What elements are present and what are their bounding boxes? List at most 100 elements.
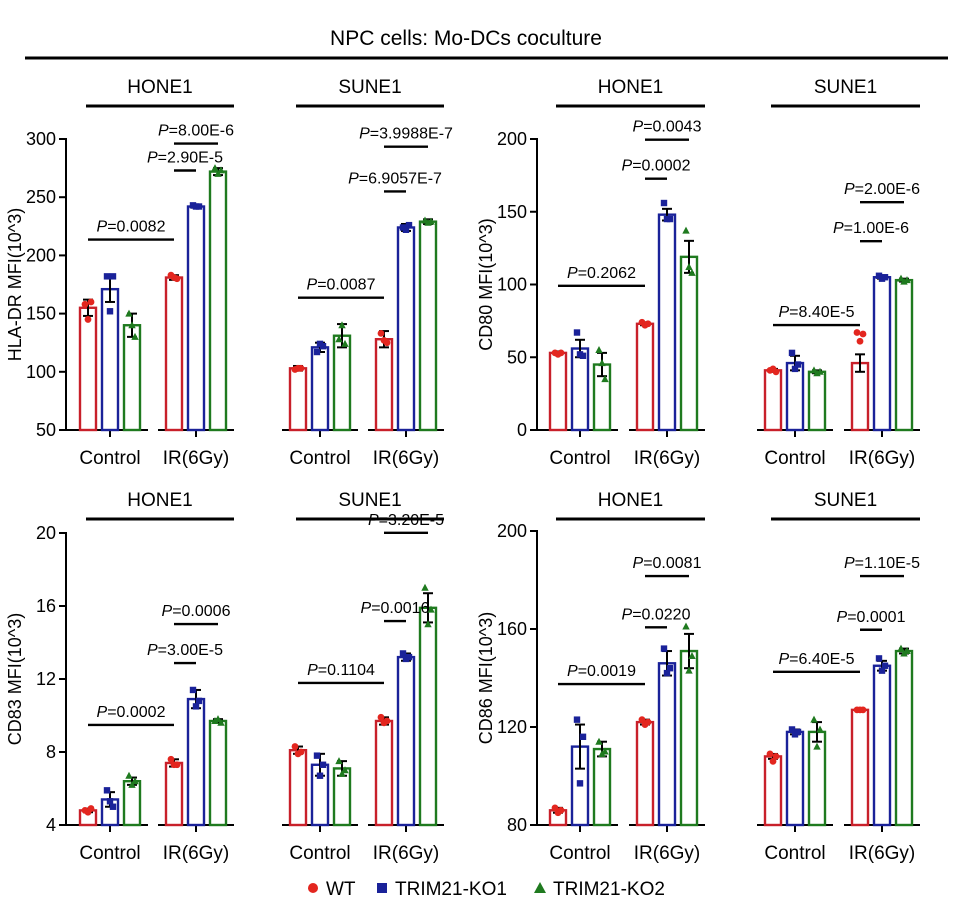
group-header-label: SUNE1 (338, 490, 401, 511)
y-tick-label: 100 (497, 275, 527, 295)
bar (288, 748, 308, 827)
bar (208, 719, 228, 827)
p-letter: P (837, 609, 848, 626)
legend-item: TRIM21-KO1 (377, 879, 507, 900)
legend-label: TRIM21-KO2 (553, 879, 665, 900)
bar (592, 747, 612, 827)
data-point (131, 332, 139, 340)
data-point (131, 777, 139, 785)
p-letter: P (622, 606, 633, 623)
x-tick-label: IR(6Gy) (163, 843, 230, 864)
y-tick-label: 100 (26, 362, 56, 382)
p-letter: P (361, 600, 372, 617)
y-tick-label: 50 (36, 420, 56, 440)
data-point (663, 669, 671, 677)
p-value-label: P=8.40E-5 (778, 304, 854, 321)
data-point (338, 769, 346, 777)
p-value-text: =0.1104 (318, 662, 375, 679)
data-point (297, 748, 305, 756)
p-value-text: =1.00E-6 (844, 220, 909, 237)
data-point (338, 321, 346, 329)
bar (164, 761, 184, 827)
p-letter: P (778, 304, 789, 321)
y-tick-label: 0 (517, 420, 527, 440)
data-point (405, 221, 413, 229)
data-point (573, 716, 581, 723)
data-point (402, 226, 410, 233)
p-value-label: P=0.0016 (361, 600, 430, 617)
p-value-text: =2.90E-5 (158, 150, 223, 167)
x-tick-label: IR(6Gy) (373, 448, 440, 469)
bar (288, 367, 308, 432)
p-value-label: P=0.0087 (307, 277, 376, 294)
bar (332, 334, 352, 432)
y-axis-title: CD86 MFI(10^3) (476, 612, 496, 744)
data-point (125, 309, 133, 317)
x-tick-label: IR(6Gy) (634, 843, 701, 864)
bar (374, 719, 394, 827)
group-header-label: HONE1 (127, 77, 192, 98)
data-point (644, 320, 652, 328)
p-value-label: P=6.9057E-7 (348, 170, 442, 187)
y-tick-label: 50 (507, 347, 527, 367)
p-letter: P (844, 555, 855, 572)
p-value-label: P=3.20E-5 (368, 512, 444, 529)
y-tick-label: 8 (46, 742, 56, 762)
data-point (897, 644, 905, 652)
bar (310, 346, 330, 432)
data-point (341, 766, 349, 774)
data-point (595, 345, 603, 353)
data-point (377, 713, 385, 721)
data-point (87, 298, 95, 306)
bar (396, 655, 416, 827)
p-value-text: =6.40E-5 (789, 651, 854, 668)
x-tick-label: Control (79, 843, 140, 864)
data-point (84, 316, 92, 323)
y-tick-label: 4 (46, 815, 56, 835)
group-header-label: HONE1 (598, 490, 663, 511)
data-point (383, 339, 391, 347)
bar (850, 708, 870, 827)
data-point (791, 365, 799, 373)
data-point (903, 276, 911, 284)
data-point (856, 337, 864, 345)
data-point (881, 274, 889, 281)
bar (785, 730, 805, 827)
p-value-label: P=0.0043 (633, 119, 702, 136)
p-letter: P (844, 181, 855, 198)
bar (763, 755, 783, 827)
p-letter: P (162, 603, 173, 620)
p-value-text: =0.0220 (632, 606, 690, 623)
data-point (291, 743, 299, 750)
y-tick-label: 150 (497, 202, 527, 222)
data-point (341, 339, 349, 347)
x-tick-label: Control (79, 448, 140, 469)
data-point (788, 726, 796, 733)
y-tick-label: 200 (497, 129, 527, 149)
x-tick-label: Control (764, 448, 825, 469)
x-tick-label: Control (289, 448, 350, 469)
legend-label: TRIM21-KO1 (395, 879, 507, 900)
p-value-label: P=0.0002 (622, 158, 691, 175)
data-point (335, 757, 343, 765)
data-point (103, 273, 111, 280)
p-value-label: P=0.0001 (837, 609, 906, 626)
data-point (813, 742, 821, 750)
y-tick-label: 150 (26, 304, 56, 324)
group-header-label: SUNE1 (814, 490, 877, 511)
data-point (576, 780, 584, 787)
bar (78, 306, 98, 432)
y-tick-label: 160 (497, 619, 527, 639)
x-tick-label: IR(6Gy) (634, 448, 701, 469)
chart-panel: 0 50 100 150 200 CD80 MFI(10^3) HONE1 Control IR… (476, 77, 920, 469)
p-value-text: =8.40E-5 (789, 304, 854, 321)
data-point (682, 226, 690, 234)
p-letter: P (567, 663, 578, 680)
data-point (766, 750, 774, 758)
p-value-label: P=0.2062 (567, 265, 636, 282)
bar (208, 170, 228, 432)
bar (635, 720, 655, 827)
bar (785, 361, 805, 432)
